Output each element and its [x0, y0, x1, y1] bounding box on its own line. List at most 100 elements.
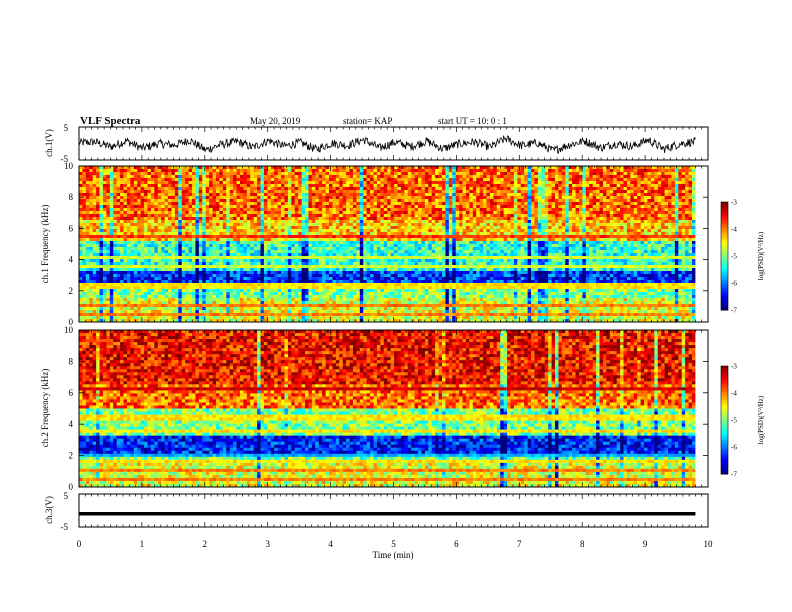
spectrogram-cell	[120, 214, 124, 218]
spectrogram-cell	[664, 229, 669, 233]
spectrogram-cell	[236, 193, 241, 197]
spectrogram-cell	[400, 220, 405, 224]
spectrogram-cell	[222, 175, 227, 179]
spectrogram-cell	[465, 229, 470, 233]
spectrogram-cell	[150, 208, 155, 212]
spectrogram-cell	[229, 202, 234, 206]
spectrogram-cell	[376, 166, 381, 170]
spectrogram-cell	[315, 205, 320, 209]
spectrogram-cell	[120, 169, 124, 173]
spectrogram-cell	[465, 247, 470, 251]
spectrogram-cell	[157, 232, 162, 236]
spectrogram-cell	[572, 196, 576, 200]
spectrogram-cell	[96, 202, 100, 206]
spectrogram-cell	[534, 208, 539, 212]
spectrogram-cell	[82, 226, 87, 230]
spectrogram-cell	[147, 187, 152, 191]
spectrogram-cell	[291, 220, 296, 224]
spectrogram-cell	[602, 172, 607, 176]
spectrogram-cell	[387, 199, 392, 203]
spectrogram-cell	[558, 208, 563, 212]
spectrogram-cell	[537, 184, 542, 188]
spectrogram-cell	[599, 175, 604, 179]
spectrogram-cell	[462, 172, 467, 176]
spectrogram-cell	[513, 229, 518, 233]
spectrogram-cell	[674, 205, 679, 209]
spectrogram-cell	[390, 202, 395, 206]
spectrogram-cell	[661, 169, 665, 173]
spectrogram-cell	[681, 229, 686, 233]
spectrogram-cell	[366, 193, 371, 197]
spectrogram-cell	[267, 205, 272, 209]
spectrogram-cell	[602, 193, 607, 197]
spectrogram-cell	[270, 241, 275, 245]
spectrogram-cell	[582, 181, 587, 185]
spectrogram-cell	[431, 232, 436, 236]
spectrogram-cell	[668, 199, 672, 203]
spectrogram-cell	[370, 184, 374, 188]
spectrogram-cell	[96, 178, 100, 182]
spectrogram-cell	[578, 211, 583, 215]
spectrogram-cell	[589, 235, 594, 239]
spectrogram-cell	[205, 223, 210, 227]
spectrogram-cell	[578, 178, 583, 182]
spectrogram-cell	[305, 172, 309, 176]
spectrogram-cell	[373, 205, 378, 209]
spectrogram-cell	[144, 244, 148, 248]
spectrogram-cell	[219, 244, 224, 248]
spectrogram-cell	[181, 244, 186, 248]
spectrogram-cell	[510, 205, 515, 209]
spectrogram-cell	[620, 193, 624, 197]
spectrogram-cell	[82, 190, 87, 194]
spectrogram-cell	[85, 172, 90, 176]
spectrogram-cell	[339, 193, 344, 197]
spectrogram-cell	[82, 214, 87, 218]
spectrogram-cell	[626, 190, 631, 194]
spectrogram-cell	[144, 241, 148, 245]
spectrogram-cell	[527, 166, 532, 170]
spectrogram-cell	[246, 226, 251, 230]
spectrogram-cell	[674, 199, 679, 203]
spectrogram-cell	[400, 196, 405, 200]
spectrogram-cell	[640, 172, 645, 176]
spectrogram-cell	[339, 175, 344, 179]
spectrogram-cell	[510, 190, 515, 194]
spectrogram-cell	[383, 244, 388, 248]
spectrogram-cell	[96, 175, 100, 179]
spectrogram-cell	[257, 190, 261, 194]
spectrogram-cell	[315, 229, 320, 233]
spectrogram-cell	[493, 244, 498, 248]
spectrogram-cell	[688, 172, 693, 176]
spectrogram-cell	[472, 244, 477, 248]
spectrogram-cell	[339, 235, 344, 239]
spectrogram-cell	[380, 211, 385, 215]
spectrogram-cell	[411, 220, 415, 224]
spectrogram-cell	[205, 235, 210, 239]
spectrogram-cell	[339, 181, 344, 185]
spectrogram-cell	[397, 199, 402, 203]
spectrogram-cell	[459, 172, 463, 176]
spectrogram-cell	[168, 214, 172, 218]
spectrogram-cell	[578, 190, 583, 194]
spectrogram-cell	[428, 172, 433, 176]
spectrogram-cell	[85, 247, 90, 251]
spectrogram-cell	[414, 166, 419, 170]
spectrogram-cell	[346, 187, 350, 191]
spectrogram-cell	[589, 166, 594, 170]
spectrogram-cell	[352, 208, 357, 212]
spectrogram-cell	[322, 187, 326, 191]
spectrogram-cell	[520, 217, 525, 221]
spectrogram-cell	[582, 166, 587, 170]
spectrogram-cell	[565, 220, 570, 224]
spectrogram-cell	[253, 181, 258, 185]
spectrogram-cell	[89, 172, 94, 176]
spectrogram-cell	[438, 193, 443, 197]
spectrogram-cell	[212, 187, 217, 191]
spectrogram-cell	[644, 205, 648, 209]
spectrogram-cell	[161, 196, 166, 200]
spectrogram-cell	[281, 247, 285, 251]
spectrogram-cell	[688, 190, 693, 194]
spectrogram-cell	[476, 208, 481, 212]
spectrogram-cell	[120, 220, 124, 224]
spectrogram-cell	[678, 193, 683, 197]
